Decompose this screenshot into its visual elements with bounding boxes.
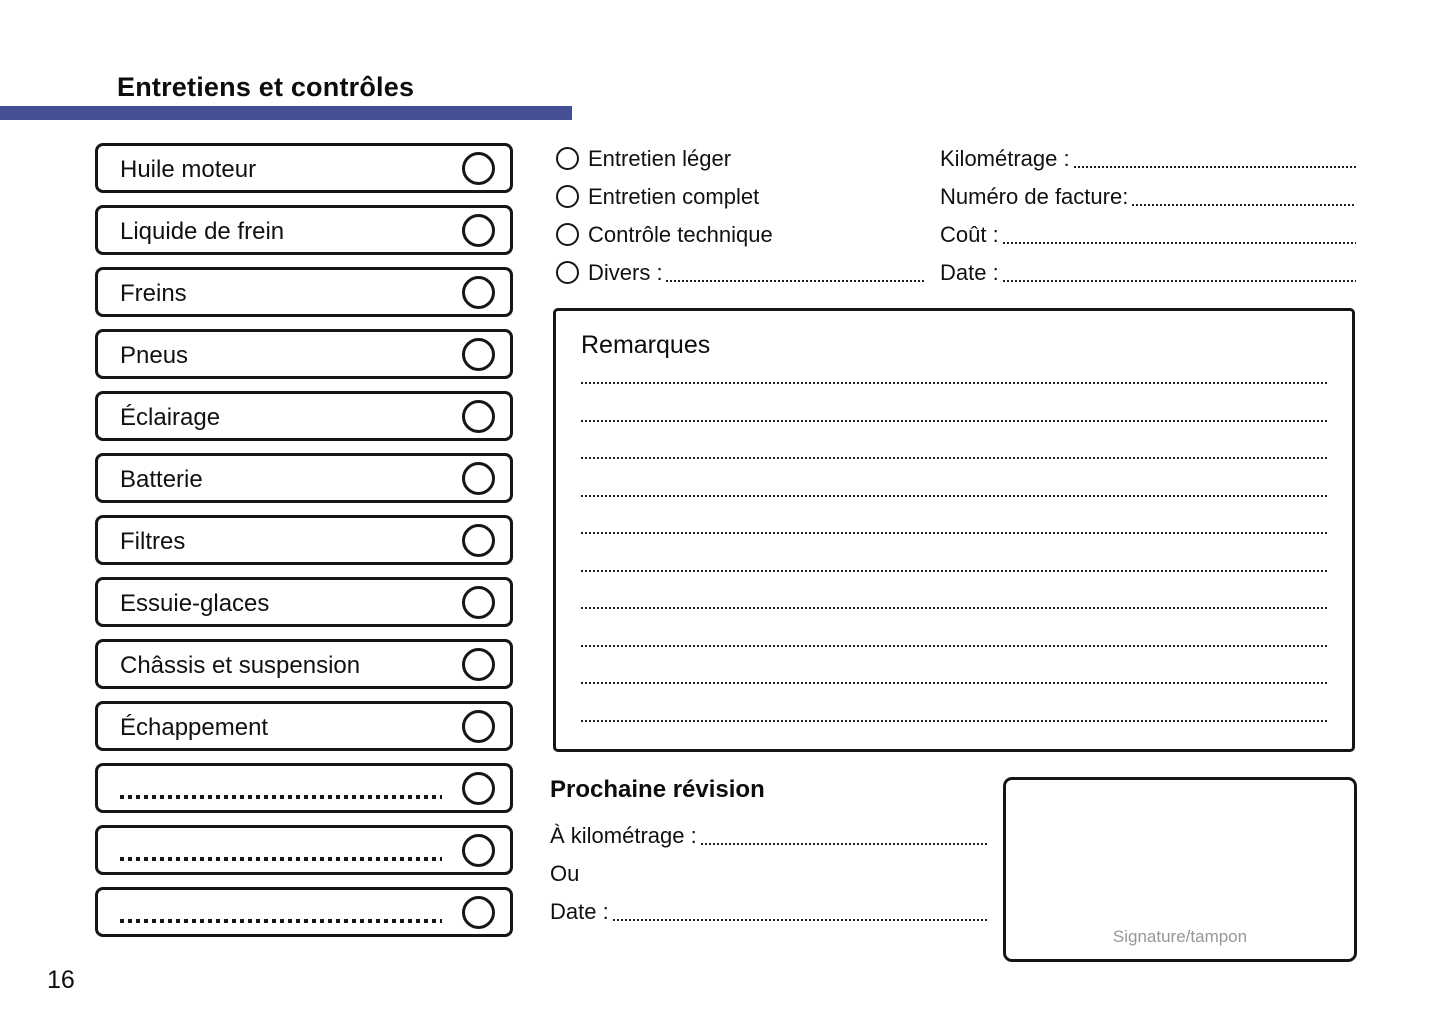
next-service-fields: À kilométrage : Ou Date : [550,816,988,930]
signature-label: Signature/tampon [1112,927,1248,946]
next-service-title: Prochaine révision [550,776,765,803]
next-service-section: Prochaine révision À kilométrage : Ou Da… [550,776,988,930]
remarks-line[interactable] [581,719,1327,722]
check-circle[interactable] [462,213,495,247]
service-option: Contrôle technique [556,215,924,253]
option-fill-line[interactable] [665,280,924,282]
checklist-item [95,825,513,875]
remarks-title: Remarques [581,331,711,359]
field-label: Ou [550,861,580,886]
check-circle[interactable] [462,151,495,185]
checklist-item-fill-line[interactable] [120,795,442,799]
checklist-item: Châssis et suspension [95,639,513,689]
checklist-item-fill-line[interactable] [120,857,442,861]
remarks-line[interactable] [581,569,1327,572]
check-circle[interactable] [462,833,495,867]
field-label: Coût : [940,222,999,247]
field-fill-line[interactable] [1073,166,1356,168]
checklist-item-label: Échappement [120,713,269,741]
service-option-label: Contrôle technique [588,222,773,247]
checklist-item-label: Châssis et suspension [120,651,361,679]
field-label: Date : [550,899,609,924]
checklist-item-label: Éclairage [120,403,221,431]
checklist-item: Essuie-glaces [95,577,513,627]
title-accent-bar [0,106,572,120]
check-circle[interactable] [462,461,495,495]
remarks-line[interactable] [581,682,1327,684]
field-fill-line[interactable] [1002,280,1356,282]
form-field: À kilométrage : [550,816,988,854]
checklist-item [95,887,513,937]
check-circle[interactable] [462,585,495,619]
radio-circle[interactable] [556,222,579,246]
checklist-item-label: Freins [120,279,187,307]
remarks-line[interactable] [581,457,1327,459]
remarks-panel: Remarques [553,308,1355,752]
radio-circle[interactable] [556,184,579,208]
inspection-checklist: Huile moteur Liquide de frein Freins Pne… [95,143,513,949]
form-field: Ou [550,854,988,892]
form-field: Date : [940,253,1356,291]
form-field: Numéro de facture: [940,177,1356,215]
field-label: Date : [940,260,999,285]
remarks-line[interactable] [581,494,1327,497]
checklist-item: Éclairage [95,391,513,441]
invoice-fields: Kilométrage : Numéro de facture: Coût : … [940,139,1356,291]
checklist-item-label: Liquide de frein [120,217,285,245]
form-field: Coût : [940,215,1356,253]
checklist-item: Pneus [95,329,513,379]
remarks-line[interactable] [581,532,1327,534]
remarks-line[interactable] [581,607,1327,609]
field-fill-line[interactable] [1002,242,1356,244]
checklist-item: Échappement [95,701,513,751]
service-type-options: Entretien léger Entretien complet Contrô… [556,139,924,291]
field-label: À kilométrage : [550,823,697,848]
field-fill-line[interactable] [612,919,988,921]
form-field: Date : [550,892,988,930]
checklist-item-label: Filtres [120,527,186,555]
check-circle[interactable] [462,275,495,309]
service-option: Entretien léger [556,139,924,177]
checklist-item-label: Essuie-glaces [120,589,270,617]
service-option-label: Divers : [588,260,663,285]
signature-box[interactable]: Signature/tampon [1003,777,1357,962]
remarks-line[interactable] [581,382,1327,384]
remarks-line[interactable] [581,419,1327,422]
service-option: Entretien complet [556,177,924,215]
service-option-label: Entretien léger [588,146,732,171]
field-label: Numéro de facture: [940,184,1129,209]
check-circle[interactable] [462,399,495,433]
service-option-label: Entretien complet [588,184,760,209]
radio-circle[interactable] [556,260,579,284]
remarks-line[interactable] [581,644,1327,647]
field-fill-line[interactable] [700,843,988,845]
check-circle[interactable] [462,337,495,371]
field-label: Kilométrage : [940,146,1070,171]
form-field: Kilométrage : [940,139,1356,177]
field-fill-line[interactable] [1132,204,1356,206]
checklist-item [95,763,513,813]
service-option: Divers : [556,253,924,291]
checklist-item: Huile moteur [95,143,513,193]
check-circle[interactable] [462,771,495,805]
check-circle[interactable] [462,895,495,929]
radio-circle[interactable] [556,146,579,170]
page-number: 16 [47,966,75,994]
checklist-item-label: Huile moteur [120,155,257,183]
check-circle[interactable] [462,523,495,557]
checklist-item-fill-line[interactable] [120,919,442,923]
checklist-item-label: Pneus [120,341,189,369]
checklist-item: Liquide de frein [95,205,513,255]
checklist-item: Filtres [95,515,513,565]
checklist-item: Batterie [95,453,513,503]
checklist-item: Freins [95,267,513,317]
check-circle[interactable] [462,709,495,743]
checklist-item-label: Batterie [120,465,203,493]
check-circle[interactable] [462,647,495,681]
page-title: Entretiens et contrôles [117,72,415,102]
